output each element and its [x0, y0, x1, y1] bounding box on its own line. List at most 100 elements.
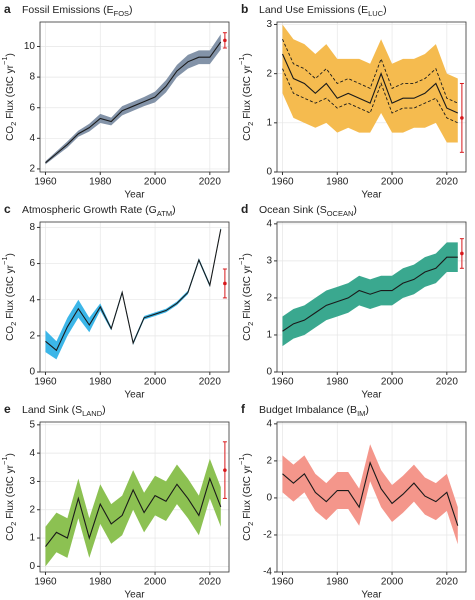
panel-title-part: Land Use Emissions (E: [259, 4, 368, 16]
panel-title-part: Land Sink (S: [22, 404, 82, 416]
x-tick-label: 2020: [199, 177, 222, 188]
y-axis-label-part: CO: [242, 326, 253, 341]
y-axis-label-part: −1: [0, 56, 9, 65]
panel-title-part: Fossil Emissions (E: [22, 4, 114, 16]
x-tick-label: 2000: [144, 177, 167, 188]
panel: a Fossil Emissions (EFOS)CO2 Flux (GtC yr…: [0, 2, 230, 201]
panel-letter: e: [4, 402, 11, 416]
y-tick-label: 6: [29, 258, 35, 269]
panel: b Land Use Emissions (ELUC) CO2 Flux (GtC …: [237, 2, 467, 201]
panel-title-part: ): [102, 404, 106, 416]
data-line: [281, 53, 459, 114]
panel-title: Atmospheric Growth Rate (GATM): [22, 204, 176, 219]
estimate-point: [223, 281, 227, 286]
plot-frame: [39, 21, 230, 173]
y-axis-label-part: −1: [237, 456, 246, 465]
y-tick-label: 2: [29, 330, 35, 341]
y-axis-label-part: −1: [0, 256, 9, 265]
x-tick-label: 1980: [89, 577, 112, 588]
panel-title-part: ): [383, 4, 387, 16]
y-tick-label: 4: [29, 448, 35, 459]
y-tick-label: 3: [29, 476, 35, 487]
estimate-point: [223, 468, 227, 472]
y-axis-label-part: 2: [9, 322, 18, 326]
panel-title: Land Use Emissions (ELUC): [259, 4, 387, 19]
y-axis-label-part: Flux (GtC yr: [5, 64, 16, 121]
y-axis-label: CO2 Flux (GtC yr−1): [237, 253, 255, 341]
panel-letter: f: [241, 402, 246, 416]
x-tick-label: 2020: [436, 377, 459, 388]
x-tick-label: 1960: [34, 377, 57, 388]
y-tick-label: 4: [266, 418, 272, 429]
panel: c Atmospheric Growth Rate (GATM)CO2 Flux …: [0, 202, 230, 401]
y-axis-label: CO2 Flux (GtC yr−1): [0, 453, 18, 541]
panel-letter: b: [241, 2, 248, 16]
panel-title-part: LAND: [82, 409, 103, 418]
panel-letter: c: [4, 202, 11, 216]
data-line: [45, 476, 222, 547]
estimate-point: [223, 38, 227, 43]
panel-title: Fossil Emissions (EFOS): [22, 4, 133, 19]
y-axis-label-part: ): [5, 253, 16, 256]
y-axis-label-part: Flux (GtC yr: [242, 64, 253, 121]
y-axis-label-part: CO: [5, 126, 16, 141]
plot-frame: [276, 221, 467, 373]
panel-title: Ocean Sink (SOCEAN): [259, 204, 357, 219]
panel-title: Land Sink (SLAND): [22, 404, 106, 419]
x-tick-label: 2000: [144, 377, 167, 388]
panel: d Ocean Sink (SOCEAN)CO2 Flux (GtC yr−1)Y…: [237, 202, 467, 401]
panel-title-part: Ocean Sink (S: [259, 204, 327, 216]
y-tick-label: 0: [29, 367, 35, 378]
y-tick-label: 1: [266, 330, 272, 341]
y-tick-label: 0: [266, 493, 272, 504]
y-tick-label: 0: [29, 561, 35, 572]
panel-title-part: OCEAN: [327, 209, 354, 218]
y-tick-label: 6: [29, 102, 35, 113]
y-axis-label-part: −1: [0, 456, 9, 465]
y-axis-label-part: ): [242, 253, 253, 256]
y-tick-label: 4: [29, 294, 35, 305]
y-axis-label-part: 2: [246, 322, 255, 326]
y-axis-label-part: Flux (GtC yr: [242, 464, 253, 521]
y-axis-label-part: Flux (GtC yr: [242, 264, 253, 321]
dashed-line: [282, 39, 458, 104]
x-tick-label: 1980: [89, 177, 112, 188]
y-tick-label: 2: [29, 504, 35, 515]
y-axis-label: CO2 Flux (GtC yr−1): [0, 253, 18, 341]
x-tick-label: 2000: [381, 377, 404, 388]
x-tick-label: 1960: [271, 177, 294, 188]
x-tick-label: 2000: [381, 177, 404, 188]
y-axis-label-part: ): [242, 53, 253, 56]
y-tick-label: -4: [263, 567, 272, 578]
panel: f Budget Imbalance (BIM)CO2 Flux (GtC yr−…: [237, 402, 467, 600]
y-axis-label: CO2 Flux (GtC yr−1): [237, 453, 255, 541]
plot-frame: [276, 21, 467, 173]
y-axis-label: CO2 Flux (GtC yr−1): [0, 53, 18, 141]
y-axis-label-part: ): [242, 453, 253, 456]
y-tick-label: 3: [266, 256, 272, 267]
y-tick-label: 0: [266, 367, 272, 378]
x-tick-label: 2000: [144, 577, 167, 588]
y-axis-label-part: −1: [237, 256, 246, 265]
x-axis-label: Year: [361, 190, 382, 201]
y-tick-label: 3: [266, 19, 272, 30]
y-tick-label: 10: [24, 41, 36, 52]
data-line: [282, 461, 459, 526]
plot-area: [40, 222, 229, 372]
y-axis-label-part: CO: [5, 326, 16, 341]
panel-letter: d: [241, 202, 248, 216]
y-tick-label: -2: [263, 530, 272, 541]
estimate-point: [460, 116, 464, 120]
uncertainty-band: [45, 34, 221, 165]
y-axis-label-part: 2: [9, 122, 18, 126]
x-tick-label: 2020: [436, 577, 459, 588]
y-axis-label: CO2 Flux (GtC yr−1): [237, 53, 255, 141]
y-tick-label: 5: [29, 419, 35, 430]
y-axis-label-part: ): [5, 453, 16, 456]
y-axis-label-part: 2: [246, 122, 255, 126]
y-axis-label-part: Flux (GtC yr: [5, 264, 16, 321]
y-tick-label: 0: [266, 167, 272, 178]
x-tick-label: 1980: [326, 577, 349, 588]
x-tick-label: 1980: [89, 377, 112, 388]
